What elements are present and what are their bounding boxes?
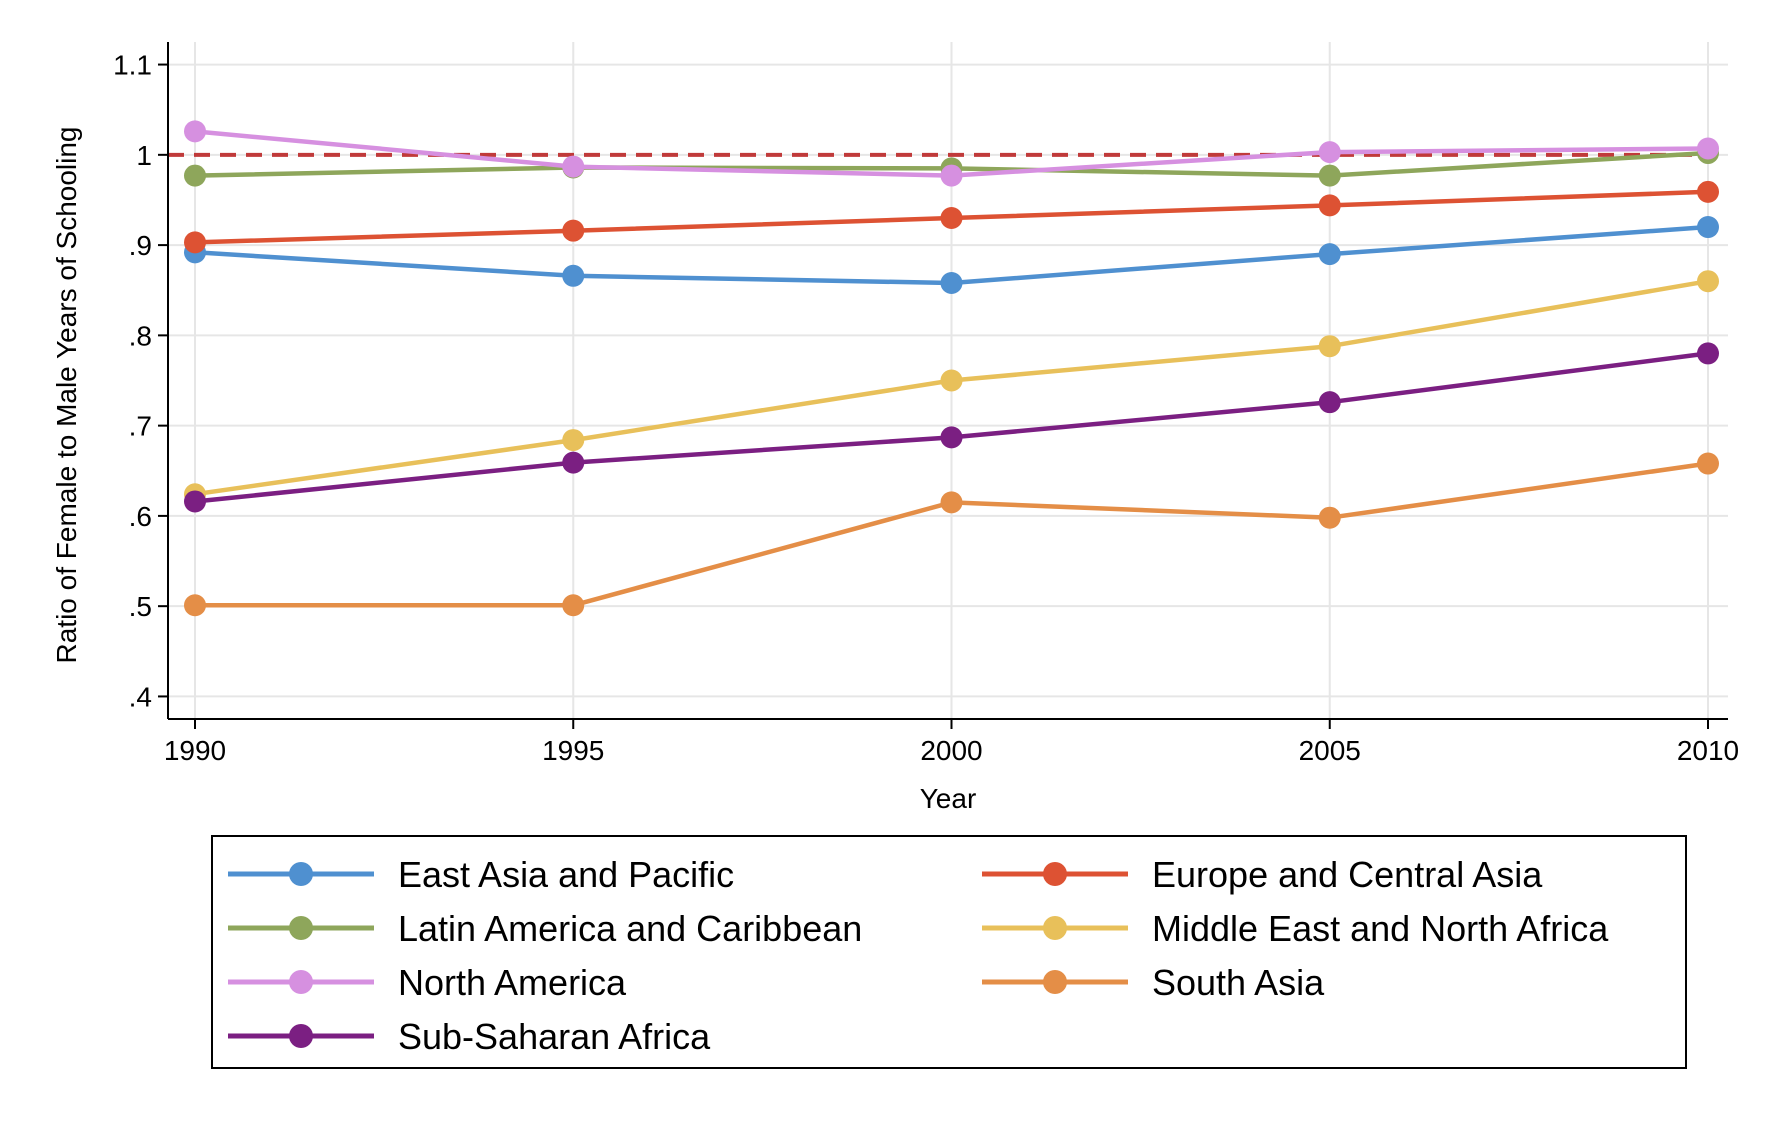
legend-swatch-marker [1043,916,1067,940]
data-point-north-america [562,155,585,178]
data-point-middle-east-and-north-africa [940,369,963,392]
data-point-north-america [184,120,206,143]
axes: .4 .5 .6 .7 .8 .9 1 1.1 1990 1995 2000 2005 2010 [113,42,1739,766]
y-tick-label: .6 [129,501,152,532]
legend-label-sub-saharan-africa: Sub-Saharan Africa [398,1016,711,1057]
data-point-south-asia [1318,506,1341,529]
data-point-east-asia-and-pacific [1697,216,1719,239]
data-point-europe-and-central-asia [1318,194,1341,217]
data-point-europe-and-central-asia [1697,180,1719,203]
x-tick-label: 2005 [1299,735,1361,766]
y-tick-label: .4 [129,681,152,712]
legend-swatch-marker [1043,862,1067,886]
legend: East Asia and Pacific Europe and Central … [211,835,1687,1069]
data-point-south-asia [184,594,206,617]
data-point-europe-and-central-asia [562,219,585,242]
x-tick-label: 1990 [164,735,226,766]
data-point-sub-saharan-africa [1318,391,1341,414]
y-tick-label: .9 [129,230,152,261]
y-tick-label: 1.1 [113,50,152,81]
data-point-sub-saharan-africa [562,451,585,474]
data-point-east-asia-and-pacific [562,264,585,287]
data-point-europe-and-central-asia [940,207,963,230]
legend-box [211,835,1687,1069]
series-group [184,120,1719,617]
data-point-north-america [1318,141,1341,164]
legend-swatch-marker [289,1024,313,1048]
legend-swatch-marker [289,916,313,940]
data-point-latin-america-and-caribbean [1318,164,1341,187]
data-point-middle-east-and-north-africa [562,429,585,452]
x-axis-title: Year [920,783,977,814]
y-tick-label: .5 [129,591,152,622]
legend-swatch-marker [289,970,313,994]
data-point-south-asia [1697,452,1719,475]
y-tick-label: .7 [129,411,152,442]
data-point-sub-saharan-africa [940,426,963,449]
legend-label-latin-america-and-caribbean: Latin America and Caribbean [398,908,862,949]
data-point-sub-saharan-africa [1697,342,1719,365]
x-tick-label: 1995 [542,735,604,766]
data-point-south-asia [562,594,585,617]
legend-label-south-asia: South Asia [1152,962,1325,1003]
y-tick-label: .8 [129,320,152,351]
data-point-north-america [1697,137,1719,160]
legend-swatch-marker [1043,970,1067,994]
legend-label-middle-east-and-north-africa: Middle East and North Africa [1152,908,1609,949]
data-point-sub-saharan-africa [184,490,206,513]
y-axis-title: Ratio of Female to Male Years of Schooli… [51,127,82,664]
legend-label-east-asia-and-pacific: East Asia and Pacific [398,854,734,895]
data-point-east-asia-and-pacific [940,272,963,295]
legend-label-europe-and-central-asia: Europe and Central Asia [1152,854,1543,895]
data-point-middle-east-and-north-africa [1697,270,1719,293]
x-tick-label: 2010 [1677,735,1739,766]
data-point-middle-east-and-north-africa [1318,335,1341,358]
data-point-north-america [940,164,963,187]
data-point-latin-america-and-caribbean [184,164,206,187]
data-point-europe-and-central-asia [184,231,206,254]
legend-swatch-marker [289,862,313,886]
data-point-east-asia-and-pacific [1318,243,1341,266]
legend-label-north-america: North America [398,962,627,1003]
data-point-south-asia [940,491,963,514]
y-tick-label: 1 [136,140,152,171]
x-tick-label: 2000 [920,735,982,766]
